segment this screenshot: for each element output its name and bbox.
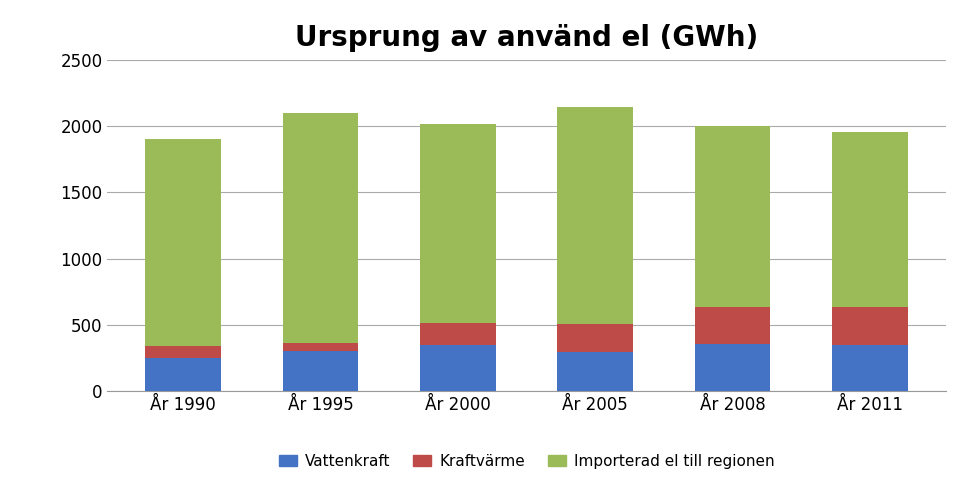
Bar xyxy=(558,107,633,324)
Bar xyxy=(558,324,633,352)
Bar xyxy=(283,351,358,391)
Bar xyxy=(283,113,358,343)
Bar xyxy=(145,139,221,346)
Bar xyxy=(832,308,908,345)
Bar xyxy=(283,343,358,351)
Bar xyxy=(695,345,770,391)
Title: Ursprung av använd el (GWh): Ursprung av använd el (GWh) xyxy=(294,24,759,52)
Legend: Vattenkraft, Kraftvärme, Importerad el till regionen: Vattenkraft, Kraftvärme, Importerad el t… xyxy=(273,448,780,475)
Bar xyxy=(420,345,495,391)
Bar xyxy=(558,352,633,391)
Bar xyxy=(832,345,908,391)
Bar xyxy=(145,346,221,358)
Bar xyxy=(420,124,495,323)
Bar xyxy=(695,308,770,345)
Bar xyxy=(420,323,495,345)
Bar xyxy=(832,132,908,308)
Bar xyxy=(695,126,770,308)
Bar xyxy=(145,358,221,391)
